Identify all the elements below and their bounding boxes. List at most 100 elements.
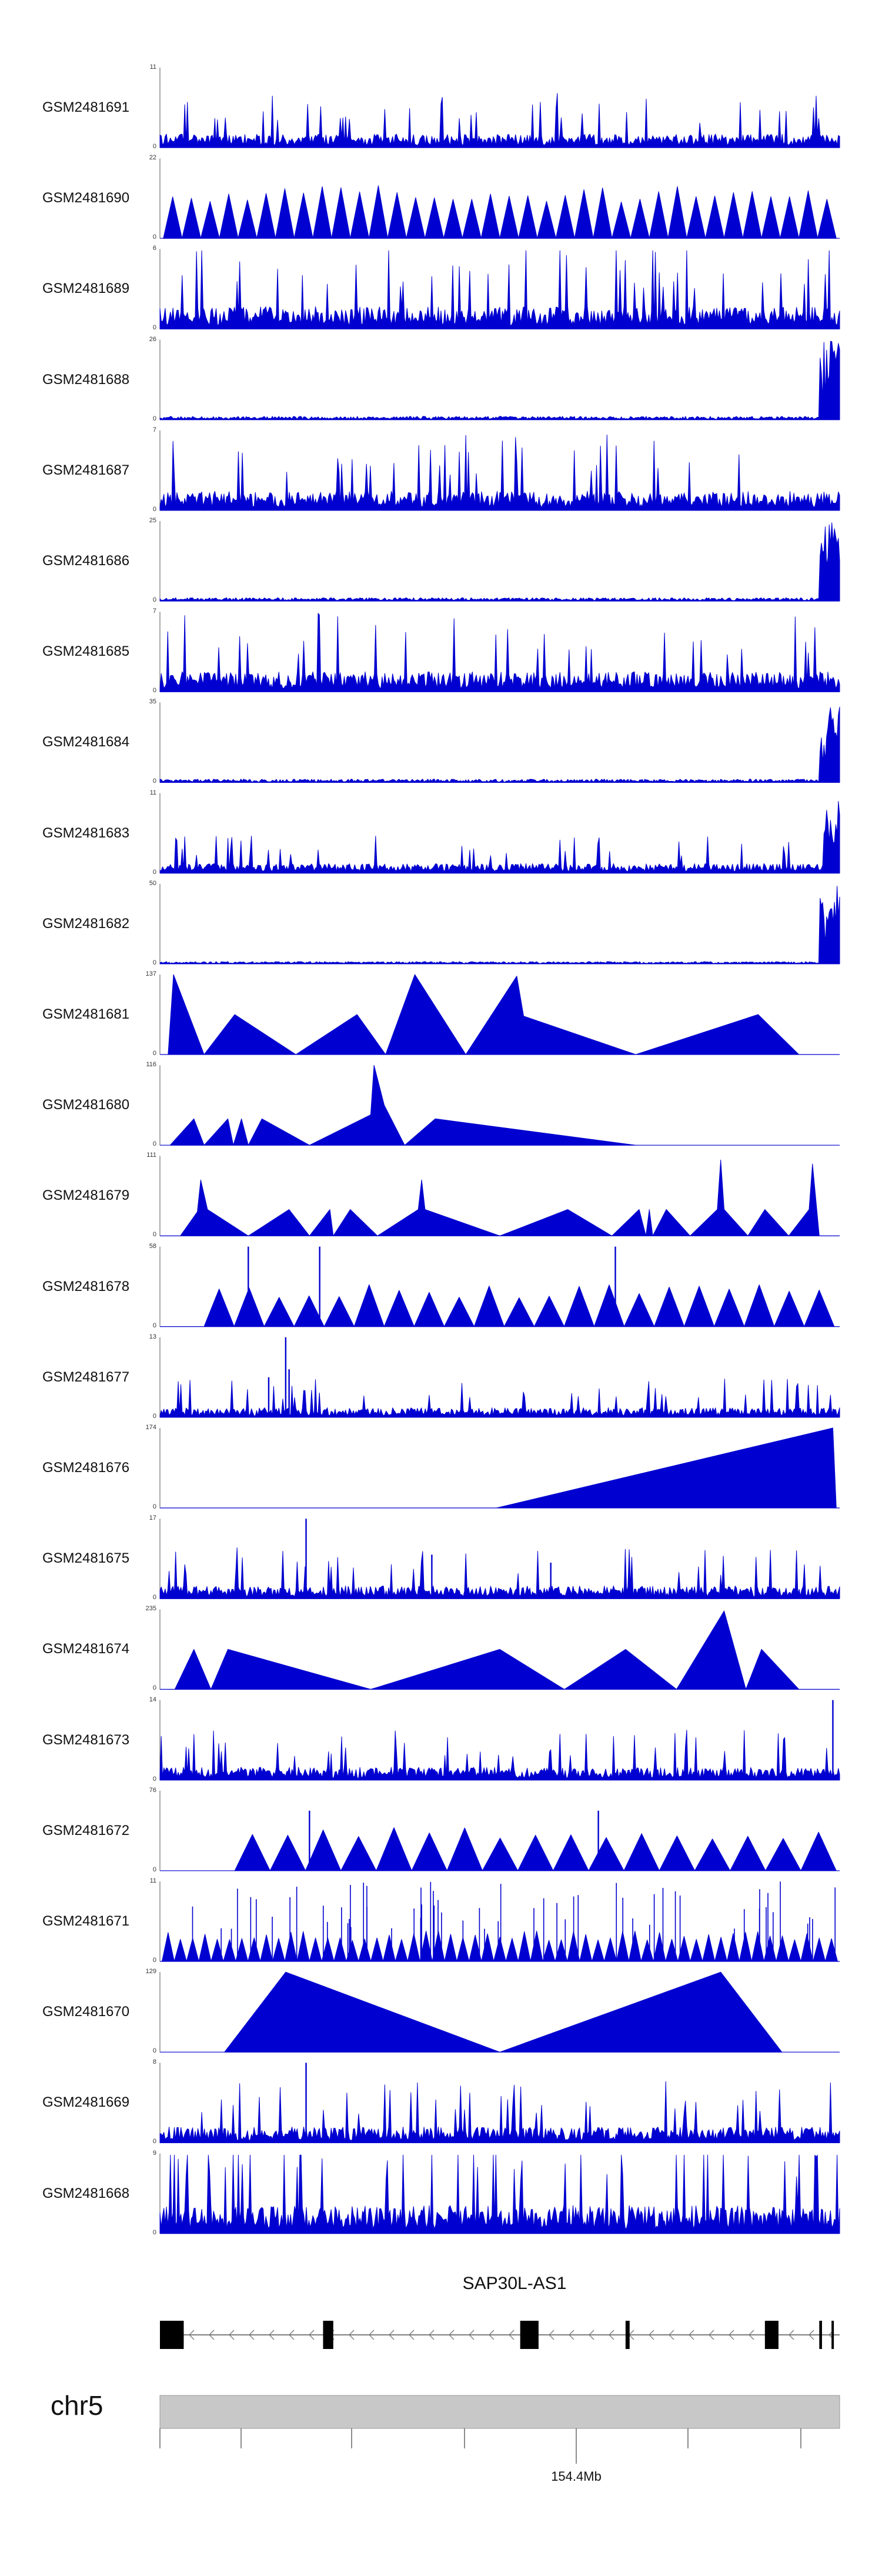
track-GSM2481691 bbox=[159, 68, 840, 148]
gene-model bbox=[160, 2321, 840, 2349]
track-GSM2481669 bbox=[159, 2063, 840, 2143]
track-GSM2481688 bbox=[159, 339, 840, 421]
coverage-area bbox=[180, 1159, 820, 1236]
y-axis-min-label: 0 bbox=[152, 1231, 156, 1239]
y-axis-max-label: 8 bbox=[152, 2058, 156, 2066]
y-axis-max-label: 13 bbox=[149, 1333, 156, 1340]
track-GSM2481680 bbox=[159, 1065, 840, 1146]
y-axis-max-label: 26 bbox=[149, 335, 156, 343]
track-label: GSM2481678 bbox=[42, 1278, 130, 1294]
track-label: GSM2481682 bbox=[42, 915, 130, 932]
track-label: GSM2481684 bbox=[42, 734, 130, 750]
strand-arrow-icon bbox=[749, 2330, 754, 2340]
strand-arrow-icon bbox=[649, 2330, 654, 2340]
track-label: GSM2481675 bbox=[42, 1550, 130, 1567]
coverage-area bbox=[159, 801, 840, 874]
y-axis-max-label: 25 bbox=[149, 517, 156, 524]
track-label: GSM2481687 bbox=[42, 462, 130, 478]
track-label: GSM2481674 bbox=[42, 1641, 130, 1657]
y-axis-max-label: 11 bbox=[149, 789, 156, 796]
track-GSM2481668 bbox=[159, 2153, 840, 2234]
strand-arrow-icon bbox=[549, 2330, 554, 2340]
y-axis-max-label: 11 bbox=[149, 64, 156, 71]
coverage-area bbox=[159, 613, 840, 692]
track-GSM2481675 bbox=[159, 1519, 840, 1599]
coverage-area bbox=[159, 706, 840, 783]
y-axis-min-label: 0 bbox=[152, 415, 156, 422]
track-GSM2481670 bbox=[159, 1971, 840, 2053]
y-axis-min-label: 0 bbox=[152, 1412, 156, 1420]
strand-arrow-icon bbox=[209, 2330, 215, 2340]
track-GSM2481686 bbox=[159, 521, 840, 602]
track-label: GSM2481677 bbox=[42, 1369, 130, 1385]
y-axis-min-label: 0 bbox=[152, 687, 156, 695]
strand-arrow-icon bbox=[349, 2330, 355, 2340]
track-label: GSM2481669 bbox=[42, 2094, 130, 2111]
track-label: GSM2481683 bbox=[42, 825, 130, 841]
strand-arrow-icon bbox=[249, 2330, 255, 2340]
strand-arrow-icon bbox=[808, 2330, 814, 2340]
coverage-area bbox=[159, 1730, 840, 1781]
coverage-area bbox=[159, 250, 840, 329]
y-axis-min-label: 0 bbox=[152, 2138, 156, 2145]
strand-arrow-icon bbox=[369, 2330, 375, 2340]
y-axis-min-label: 0 bbox=[152, 1140, 156, 1148]
strand-arrow-icon bbox=[229, 2330, 235, 2340]
track-GSM2481681 bbox=[159, 974, 840, 1055]
y-axis-max-label: 35 bbox=[149, 698, 156, 706]
strand-arrow-icon bbox=[609, 2330, 614, 2340]
strand-arrow-icon bbox=[469, 2330, 475, 2340]
track-label: GSM2481689 bbox=[42, 281, 130, 297]
y-axis-max-label: 7 bbox=[152, 608, 156, 615]
coverage-area bbox=[159, 1379, 840, 1418]
strand-arrow-icon bbox=[669, 2330, 674, 2340]
strand-arrow-icon bbox=[789, 2330, 794, 2340]
exon bbox=[160, 2321, 184, 2349]
track-GSM2481683 bbox=[159, 793, 840, 874]
track-label: GSM2481673 bbox=[42, 1731, 130, 1748]
coverage-area bbox=[159, 341, 840, 421]
track-GSM2481671 bbox=[159, 1881, 840, 1962]
strand-arrow-icon bbox=[409, 2330, 415, 2340]
strand-arrow-icon bbox=[689, 2330, 694, 2340]
track-GSM2481676 bbox=[159, 1427, 840, 1509]
y-axis-min-label: 0 bbox=[152, 868, 156, 876]
track-label: GSM2481690 bbox=[42, 190, 130, 206]
strand-arrow-icon bbox=[309, 2330, 315, 2340]
track-GSM2481682 bbox=[159, 883, 840, 965]
coverage-area bbox=[169, 1065, 636, 1146]
y-axis-max-label: 58 bbox=[149, 1242, 156, 1250]
track-label: GSM2481681 bbox=[42, 1006, 130, 1022]
track-label: GSM2481670 bbox=[42, 2004, 130, 2020]
y-axis-min-label: 0 bbox=[152, 1957, 156, 1964]
y-axis-max-label: 76 bbox=[149, 1786, 156, 1794]
y-axis-max-label: 11 bbox=[149, 1877, 156, 1884]
track-label: GSM2481685 bbox=[42, 643, 130, 660]
coverage-area bbox=[234, 1827, 837, 1871]
gene-name-label: SAP30L-AS1 bbox=[462, 2274, 567, 2293]
strand-arrow-icon bbox=[449, 2330, 455, 2340]
y-axis-max-label: 116 bbox=[146, 1061, 156, 1069]
exon bbox=[831, 2321, 834, 2349]
coverage-area bbox=[496, 1427, 837, 1509]
y-axis-min-label: 0 bbox=[152, 233, 156, 241]
y-axis-min-label: 0 bbox=[152, 778, 156, 785]
coverage-area bbox=[159, 435, 840, 511]
coverage-tracks bbox=[159, 68, 840, 2234]
track-GSM2481672 bbox=[159, 1790, 840, 1871]
coverage-area bbox=[203, 1284, 835, 1327]
strand-arrow-icon bbox=[269, 2330, 275, 2340]
chromosome-label: chr5 bbox=[51, 2390, 103, 2421]
y-axis-max-label: 9 bbox=[152, 2149, 156, 2157]
coverage-area bbox=[159, 522, 840, 602]
track-GSM2481674 bbox=[159, 1609, 840, 1690]
exon bbox=[323, 2321, 333, 2349]
y-axis-max-label: 14 bbox=[149, 1696, 156, 1703]
strand-arrow-icon bbox=[389, 2330, 395, 2340]
y-axis-max-label: 6 bbox=[152, 245, 156, 252]
coverage-area bbox=[159, 886, 840, 965]
y-axis-min-label: 0 bbox=[152, 2047, 156, 2055]
track-GSM2481687 bbox=[159, 430, 840, 511]
chromosome-ideogram bbox=[159, 2395, 840, 2464]
